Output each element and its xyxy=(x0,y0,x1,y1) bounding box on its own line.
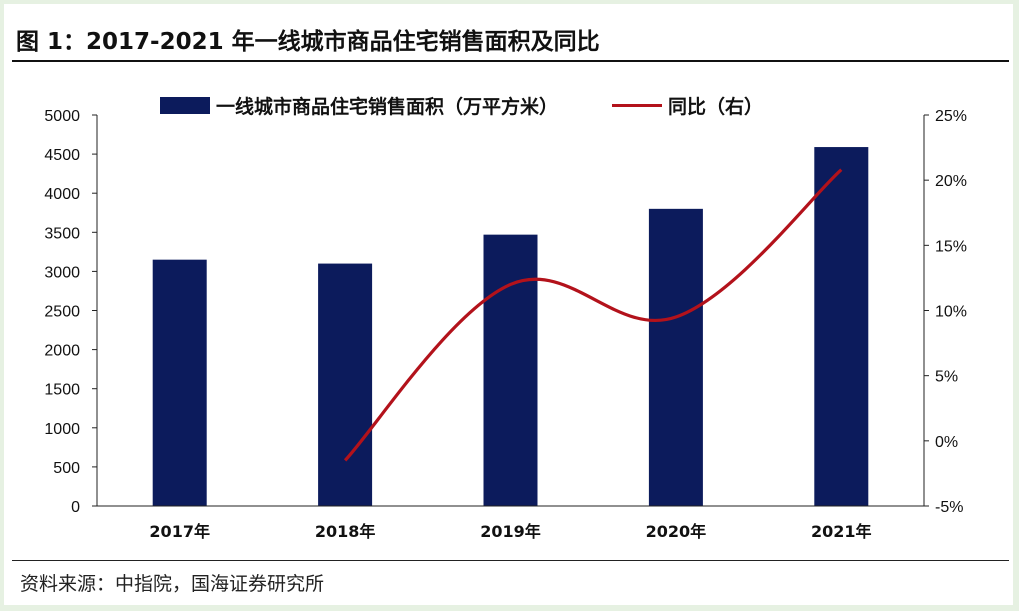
source-rule xyxy=(12,560,1009,561)
right-axis-ticks: -5% 0% 5% 10% 15% 20% 25% xyxy=(924,108,967,516)
legend-bar-swatch xyxy=(160,97,210,114)
left-tick-label: 0 xyxy=(71,499,80,516)
x-tick-label: 2017年 xyxy=(149,522,210,541)
bar xyxy=(318,263,373,506)
left-tick-label: 4000 xyxy=(44,186,80,203)
figure-title: 图 1：2017-2021 年一线城市商品住宅销售面积及同比 xyxy=(16,29,600,55)
line-series xyxy=(343,168,843,462)
left-tick-label: 1000 xyxy=(44,421,80,438)
x-tick-label: 2019年 xyxy=(480,522,541,541)
left-tick-label: 2500 xyxy=(44,304,80,321)
legend-line-label: 同比（右） xyxy=(668,96,764,118)
x-tick-label: 2020年 xyxy=(646,522,707,541)
bar xyxy=(648,208,703,506)
yoy-line xyxy=(343,168,843,462)
left-tick-label: 5000 xyxy=(44,108,80,125)
source-note: 资料来源：中指院，国海证券研究所 xyxy=(20,573,325,595)
right-tick-label: 5% xyxy=(935,369,958,386)
right-tick-label: 10% xyxy=(935,304,967,321)
left-tick-label: 4500 xyxy=(44,147,80,164)
bar xyxy=(152,259,207,506)
bar xyxy=(483,234,538,506)
title-rule xyxy=(12,60,1009,62)
x-tick-label: 2018年 xyxy=(315,522,376,541)
right-tick-label: 15% xyxy=(935,238,967,255)
left-tick-label: 3000 xyxy=(44,264,80,281)
legend-line-swatch xyxy=(612,104,663,107)
right-tick-label: 0% xyxy=(935,434,958,451)
right-tick-label: -5% xyxy=(935,499,963,516)
right-tick-label: 25% xyxy=(935,108,967,125)
bar-series xyxy=(152,147,869,506)
axes xyxy=(96,115,925,507)
legend-bar-label: 一线城市商品住宅销售面积（万平方米） xyxy=(216,96,559,118)
bar xyxy=(814,147,869,506)
left-tick-label: 3500 xyxy=(44,225,80,242)
left-tick-label: 1500 xyxy=(44,382,80,399)
left-axis-ticks: 0 500 1000 1500 2000 2500 3000 3500 4000 4500 5000 xyxy=(44,108,97,516)
left-tick-label: 2000 xyxy=(44,343,80,360)
left-tick-label: 500 xyxy=(53,460,80,477)
x-tick-label: 2021年 xyxy=(811,522,872,541)
legend: 一线城市商品住宅销售面积（万平方米） 同比（右） xyxy=(160,92,763,119)
right-tick-label: 20% xyxy=(935,173,967,190)
x-axis-ticks: 2017年 2018年 2019年 2020年 2021年 xyxy=(149,522,871,541)
